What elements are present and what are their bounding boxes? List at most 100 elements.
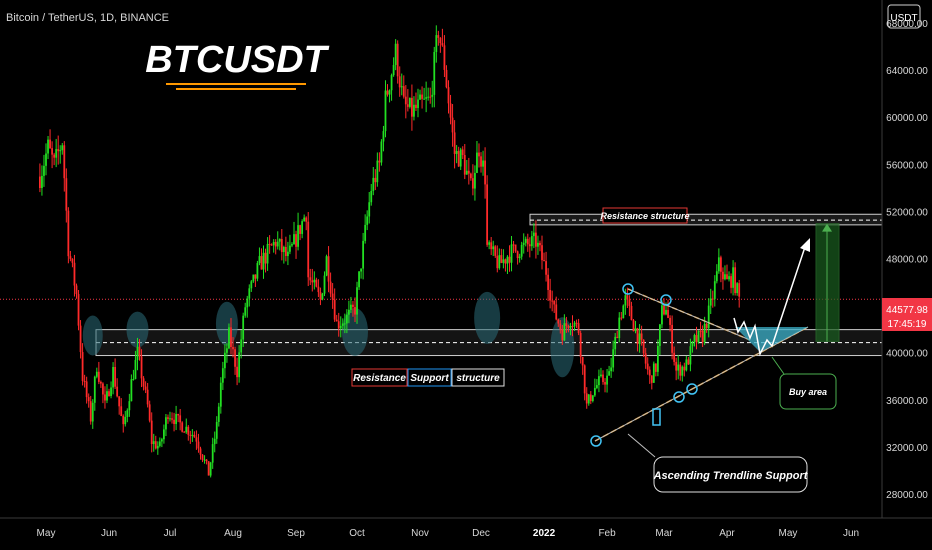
candle-body xyxy=(160,439,163,442)
candle-body xyxy=(173,419,175,425)
candle-body xyxy=(490,242,493,250)
candle-body xyxy=(482,160,484,167)
candle-body xyxy=(709,298,712,306)
candle-body xyxy=(508,256,511,263)
candle-body xyxy=(102,383,104,395)
candle-body xyxy=(726,274,728,280)
candle-body xyxy=(309,277,312,281)
candle-body xyxy=(465,170,468,175)
candle-body xyxy=(646,363,649,370)
candle-body xyxy=(591,395,594,401)
candle-body xyxy=(677,364,680,371)
candle-body xyxy=(675,361,678,371)
candle-body xyxy=(717,257,720,272)
target-arrowhead xyxy=(822,223,832,232)
candle-body xyxy=(654,363,657,372)
candle-body xyxy=(108,391,110,397)
svg-text:structure: structure xyxy=(456,373,500,384)
candle-body xyxy=(423,98,426,100)
candle-body xyxy=(223,352,226,369)
candle-body xyxy=(201,454,204,460)
candle-body xyxy=(620,317,623,319)
x-tick-label: Sep xyxy=(287,528,305,539)
currency-badge[interactable] xyxy=(887,4,921,29)
candle-body xyxy=(57,149,60,152)
candle-body xyxy=(695,335,698,343)
candle-body xyxy=(217,406,220,422)
candle-body xyxy=(144,386,147,390)
candle-body xyxy=(471,178,474,189)
candle-body xyxy=(305,217,308,222)
candle-body xyxy=(165,417,167,430)
candle-body xyxy=(715,271,718,282)
candle-body xyxy=(260,256,263,270)
candle-body xyxy=(83,380,86,382)
candle-body xyxy=(498,255,501,269)
candle-body xyxy=(488,242,491,245)
candle-body xyxy=(659,324,661,346)
candle-body xyxy=(93,376,96,403)
candle-body xyxy=(618,317,621,339)
candle-body xyxy=(467,170,470,174)
candle-body xyxy=(134,359,137,379)
candle-body xyxy=(600,374,602,377)
support-touch-marker xyxy=(215,301,238,346)
candle-body xyxy=(167,417,169,419)
candle-body xyxy=(179,415,182,423)
candle-body xyxy=(514,244,517,252)
candle-body xyxy=(211,444,214,463)
candle-body xyxy=(661,305,663,325)
candle-body xyxy=(116,386,119,397)
candle-body xyxy=(632,320,635,332)
candle-body xyxy=(555,304,558,320)
candle-body xyxy=(205,459,208,462)
candle-body xyxy=(604,382,606,385)
drawing-overlays xyxy=(590,223,840,447)
candle-body xyxy=(356,287,358,315)
candle-body xyxy=(364,224,367,241)
candle-body xyxy=(303,217,306,222)
candle-body xyxy=(681,366,684,376)
candle-body xyxy=(297,225,299,247)
candle-body xyxy=(140,356,143,379)
candle-body xyxy=(323,275,326,294)
candle-body xyxy=(512,244,515,246)
candle-body xyxy=(565,323,568,326)
candle-body xyxy=(65,178,68,211)
candle-body xyxy=(232,347,234,350)
candle-body xyxy=(443,45,446,70)
x-tick-label: Jun xyxy=(101,528,117,539)
candle-body xyxy=(573,322,576,327)
candle-body xyxy=(683,366,686,371)
candle-body xyxy=(728,276,730,280)
candle-body xyxy=(258,256,261,264)
x-tick-label: Apr xyxy=(719,528,735,539)
candle-body xyxy=(81,352,84,381)
candle-body xyxy=(240,339,243,353)
candle-body xyxy=(45,153,47,166)
y-tick-label: 56000.00 xyxy=(886,160,928,171)
candle-body xyxy=(441,43,444,46)
candle-body xyxy=(390,75,393,91)
candle-body xyxy=(366,216,369,225)
candle-body xyxy=(494,246,497,256)
candle-body xyxy=(234,349,236,367)
candle-body xyxy=(203,459,206,461)
time-axis[interactable]: May Jun Jul Aug Sep Oct Nov Dec 2022 Feb Mar Apr May… xyxy=(0,517,932,539)
candle-body xyxy=(71,258,74,263)
candle-body xyxy=(122,415,125,425)
candle-body xyxy=(484,160,486,185)
candle-body xyxy=(549,289,552,301)
price-axis[interactable]: 68000.00 64000.00 60000.00 56000.00 52000.00… xyxy=(881,0,932,518)
candle-body xyxy=(242,315,245,340)
candle-body xyxy=(69,256,72,259)
y-tick-label: 36000.00 xyxy=(886,396,928,407)
candle-body xyxy=(142,378,145,387)
candle-body xyxy=(435,35,438,53)
candle-body xyxy=(106,391,108,401)
candle-body xyxy=(118,396,121,407)
candle-body xyxy=(455,151,458,154)
candle-body xyxy=(49,139,51,149)
candle-body xyxy=(128,401,131,411)
